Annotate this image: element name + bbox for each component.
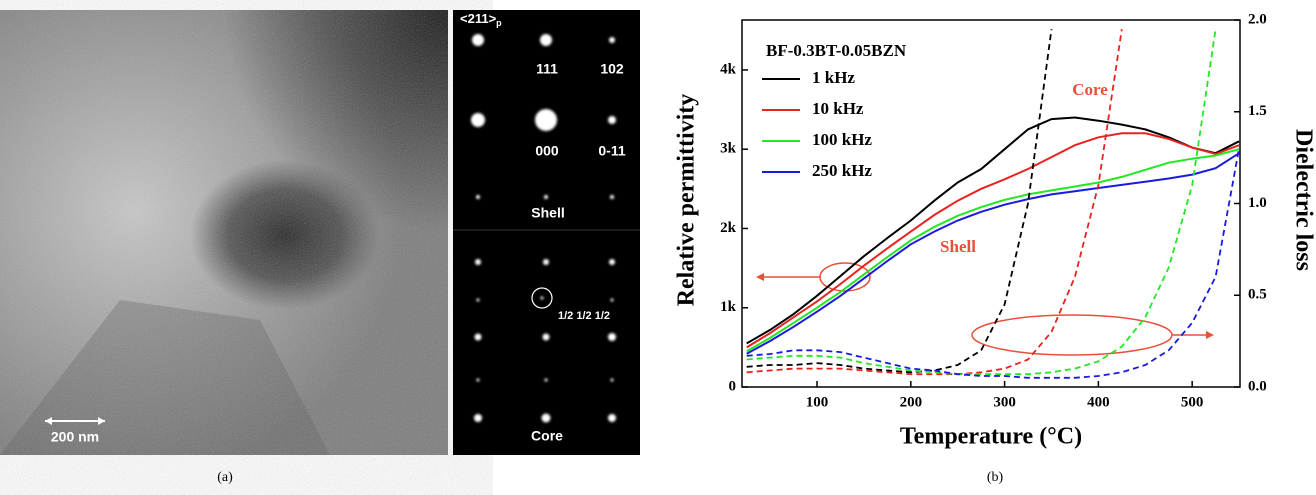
annotation: Core	[1072, 80, 1108, 99]
y-tick-label: 4k	[720, 61, 737, 77]
guides	[762, 262, 1208, 356]
y2-tick-label: 0.5	[1248, 287, 1267, 303]
x-tick-label: 400	[1087, 394, 1110, 410]
x-tick-label: 300	[993, 394, 1016, 410]
x-tick-label: 100	[806, 394, 829, 410]
y-tick-label: 0	[729, 378, 737, 394]
zone-axis-main: <211>	[460, 11, 497, 26]
caption: (a)	[217, 470, 233, 485]
zone-axis-sub: p	[496, 18, 502, 28]
shell-label: Shell	[531, 205, 564, 221]
series-line	[746, 148, 1240, 353]
legend-label: 1 kHz	[812, 68, 855, 87]
x-axis-label: Temperature (°C)	[900, 424, 1082, 450]
series-line	[746, 132, 1240, 349]
series-line	[746, 116, 1240, 345]
plot-lines	[746, 29, 1240, 379]
legend-title: BF-0.3BT-0.05BZN	[766, 41, 907, 60]
zone-axis: <211>p	[460, 11, 502, 28]
y-tick-label: 2k	[720, 220, 737, 236]
series-line	[746, 29, 1053, 374]
series-line	[746, 152, 1240, 355]
y2-tick-label: 1.0	[1248, 195, 1267, 211]
series-line	[746, 148, 1240, 379]
spot-label: 102	[600, 61, 624, 77]
caption: (b)	[987, 470, 1004, 485]
spot-label: 111	[536, 61, 558, 77]
scale-bar-label: 200 nm	[51, 429, 99, 445]
y2-axis-label: Dielectric loss	[1290, 129, 1316, 271]
y-axis-label: Relative permittivity	[674, 94, 700, 307]
spot-label: 000	[535, 143, 559, 159]
y-tick-label: 3k	[720, 141, 737, 157]
diffraction-pattern: <211>p 111 102 000 0-11 Shell 1/2 1/2 1/…	[453, 10, 640, 455]
spot-label: 0-11	[598, 143, 625, 159]
y2-tick-label: 2.0	[1248, 11, 1267, 27]
y-tick-label: 1k	[720, 299, 737, 315]
y2-tick-label: 0.0	[1248, 378, 1267, 394]
legend-label: 100 kHz	[812, 130, 872, 149]
series-line	[746, 29, 1123, 376]
legend-label: 250 kHz	[812, 161, 872, 180]
annotation: Shell	[940, 237, 976, 256]
tem-image: 200 nm	[0, 10, 448, 455]
y2-tick-label: 1.5	[1248, 103, 1267, 119]
superlattice-label: 1/2 1/2 1/2	[558, 310, 610, 322]
core-label: Core	[531, 428, 563, 444]
legend-label: 10 kHz	[812, 99, 864, 118]
x-tick-label: 200	[900, 394, 923, 410]
x-tick-label: 500	[1181, 394, 1204, 410]
